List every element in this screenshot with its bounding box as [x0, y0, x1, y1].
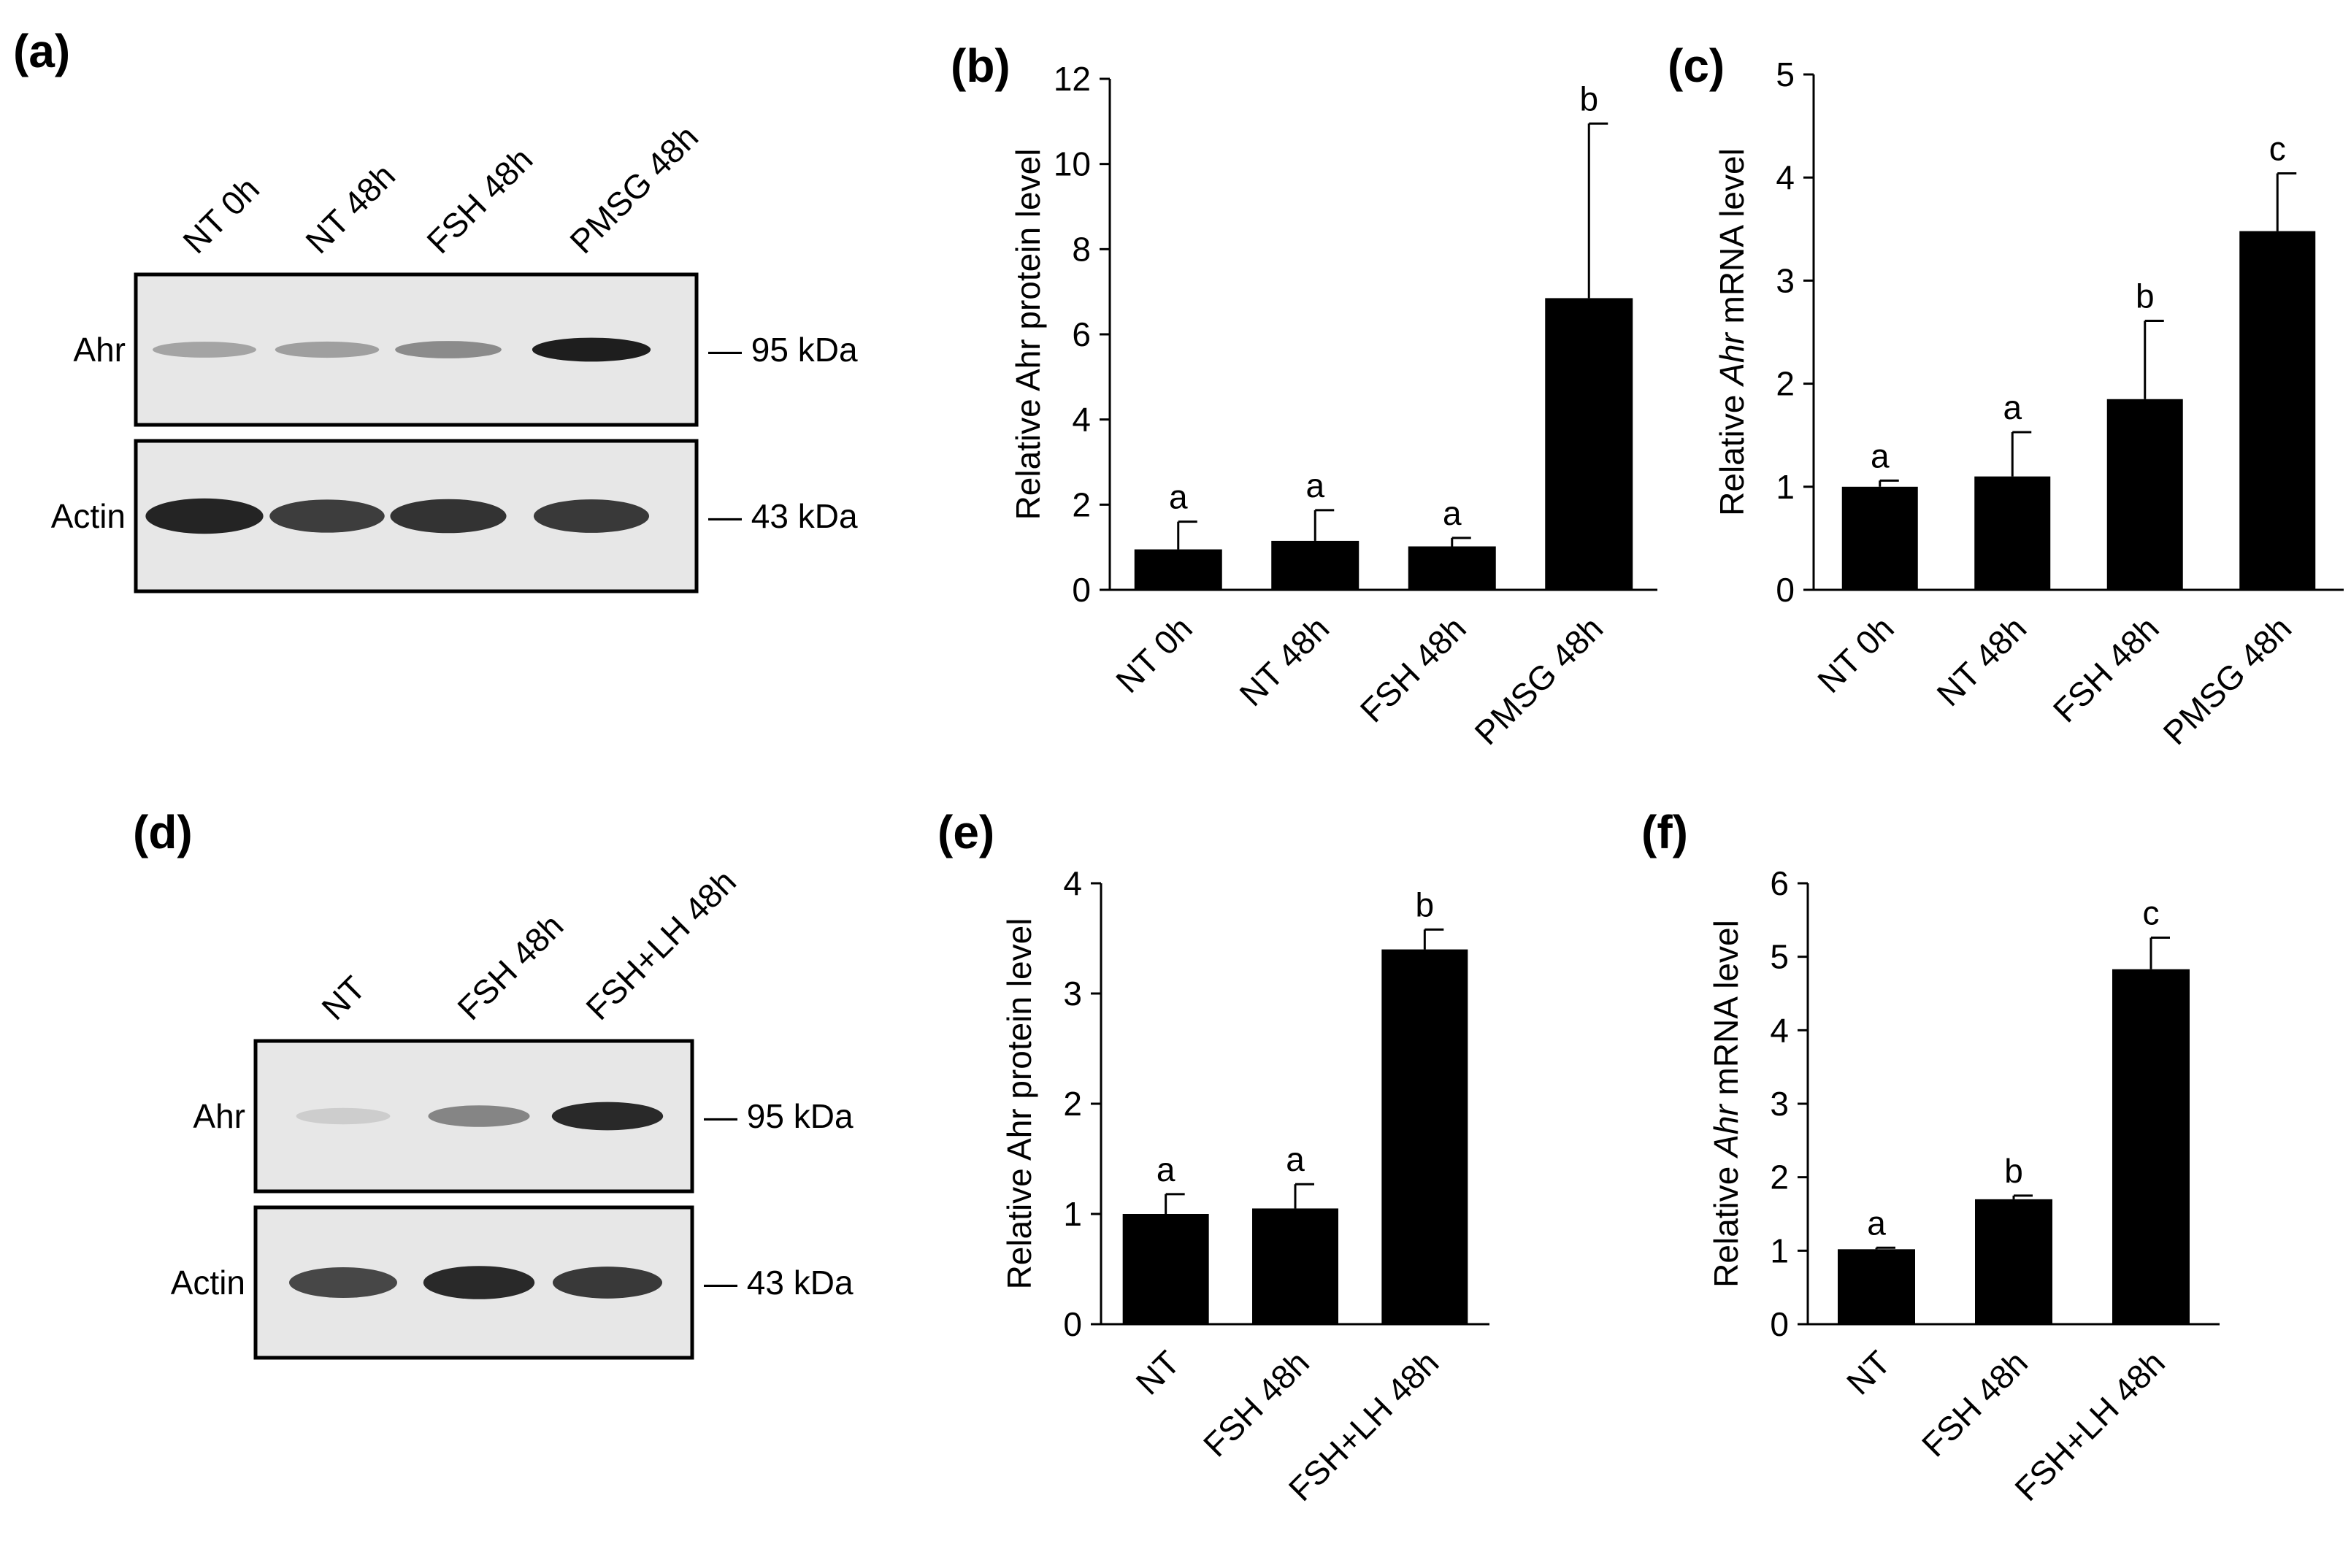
- band-a-0-0: [153, 342, 256, 358]
- y-tick-label-f-6: 6: [1770, 864, 1789, 902]
- y-tick-label-e-0: 0: [1063, 1305, 1082, 1343]
- y-tick-label-b-6: 12: [1054, 60, 1091, 98]
- bar-f-1: [1975, 1199, 2052, 1324]
- band-a-0-3: [532, 337, 651, 362]
- y-axis-label-gene-f: Ahr: [1707, 1104, 1745, 1159]
- significance-letter-f-1: b: [2004, 1152, 2023, 1190]
- significance-letter-f-2: c: [2143, 893, 2160, 931]
- panel-label-d: (d): [133, 806, 193, 858]
- band-a-0-1: [275, 341, 380, 358]
- y-tick-label-f-3: 3: [1770, 1085, 1789, 1123]
- y-axis-label-f: Relative Ahr mRNA level: [1707, 920, 1745, 1288]
- bar-b-1: [1271, 540, 1359, 590]
- y-tick-label-f-5: 5: [1770, 938, 1789, 976]
- panel-label-a: (a): [13, 25, 70, 77]
- bar-c-0: [1841, 486, 1918, 590]
- y-axis-label-suffix-c: mRNA level: [1713, 148, 1751, 333]
- y-tick-label-f-2: 2: [1770, 1158, 1789, 1196]
- band-d-0-2: [551, 1102, 664, 1131]
- marker-label-d-0: — 95 kDa: [704, 1097, 854, 1135]
- y-axis-label-gene-c: Ahr: [1713, 332, 1751, 388]
- band-d-1-1: [423, 1266, 535, 1299]
- band-a-1-1: [269, 499, 385, 533]
- row-label-d-1: Actin: [171, 1264, 245, 1302]
- y-tick-label-c-3: 3: [1776, 261, 1795, 299]
- y-tick-label-b-1: 2: [1072, 485, 1091, 523]
- row-label-a-0: Ahr: [73, 331, 126, 369]
- bar-f-0: [1838, 1249, 1915, 1324]
- marker-label-d-1: — 43 kDa: [704, 1264, 854, 1302]
- bar-c-1: [1974, 476, 2051, 590]
- bar-e-2: [1381, 949, 1468, 1324]
- significance-letter-b-0: a: [1169, 478, 1188, 516]
- panel-label-f: (f): [1641, 806, 1688, 858]
- row-label-a-1: Actin: [51, 497, 126, 535]
- y-tick-label-c-2: 2: [1776, 365, 1795, 403]
- significance-letter-b-2: a: [1443, 494, 1462, 532]
- y-tick-label-c-4: 4: [1776, 158, 1795, 196]
- significance-letter-c-2: b: [2136, 277, 2155, 315]
- y-tick-label-f-0: 0: [1770, 1305, 1789, 1343]
- band-a-1-0: [145, 498, 264, 534]
- significance-letter-e-2: b: [1416, 885, 1435, 923]
- band-a-1-3: [533, 499, 650, 533]
- band-a-0-2: [395, 341, 502, 358]
- y-tick-label-b-2: 4: [1072, 401, 1091, 439]
- y-tick-label-e-3: 3: [1063, 975, 1082, 1012]
- significance-letter-f-0: a: [1867, 1204, 1886, 1242]
- y-axis-label-prefix-f: Relative: [1707, 1157, 1745, 1288]
- bar-e-1: [1252, 1208, 1338, 1324]
- significance-letter-e-0: a: [1157, 1150, 1176, 1188]
- y-tick-label-b-3: 6: [1072, 315, 1091, 353]
- bar-b-2: [1408, 546, 1496, 590]
- significance-letter-c-3: c: [2269, 130, 2286, 168]
- significance-letter-c-1: a: [2003, 388, 2022, 426]
- y-axis-label-c: Relative Ahr mRNA level: [1713, 148, 1751, 516]
- panel-label-c: (c): [1668, 39, 1725, 92]
- y-tick-label-c-1: 1: [1776, 468, 1795, 506]
- band-d-1-2: [552, 1267, 663, 1299]
- marker-label-a-1: — 43 kDa: [708, 497, 858, 535]
- bar-b-3: [1545, 298, 1633, 590]
- y-axis-label-suffix-f: mRNA level: [1707, 920, 1745, 1104]
- row-label-d-0: Ahr: [193, 1097, 245, 1135]
- band-d-1-0: [289, 1267, 397, 1298]
- y-tick-label-e-4: 4: [1063, 864, 1082, 902]
- band-d-0-1: [428, 1105, 530, 1127]
- y-tick-label-f-1: 1: [1770, 1231, 1789, 1269]
- bar-c-3: [2239, 231, 2316, 590]
- significance-letter-b-3: b: [1579, 80, 1598, 118]
- y-tick-label-b-0: 0: [1072, 571, 1091, 609]
- y-tick-label-e-1: 1: [1063, 1195, 1082, 1233]
- y-tick-label-c-5: 5: [1776, 55, 1795, 93]
- bar-b-0: [1134, 549, 1222, 590]
- panel-label-e: (e): [937, 806, 994, 858]
- y-axis-label-prefix-c: Relative: [1713, 385, 1751, 516]
- y-tick-label-c-0: 0: [1776, 571, 1795, 609]
- bar-c-2: [2106, 399, 2183, 590]
- significance-letter-b-1: a: [1305, 466, 1324, 504]
- y-tick-label-b-5: 10: [1054, 145, 1091, 183]
- significance-letter-c-0: a: [1871, 437, 1890, 474]
- band-a-1-2: [390, 499, 507, 534]
- y-axis-label-e: Relative Ahr protein level: [1000, 918, 1038, 1290]
- marker-label-a-0: — 95 kDa: [708, 331, 858, 369]
- bar-f-2: [2112, 969, 2190, 1324]
- significance-letter-e-1: a: [1286, 1140, 1305, 1178]
- y-tick-label-f-4: 4: [1770, 1011, 1789, 1049]
- panel-label-b: (b): [951, 39, 1010, 92]
- y-axis-label-b: Relative Ahr protein level: [1009, 149, 1047, 520]
- y-tick-label-b-4: 8: [1072, 230, 1091, 268]
- y-tick-label-e-2: 2: [1063, 1085, 1082, 1123]
- bar-e-0: [1122, 1214, 1209, 1324]
- band-d-0-0: [296, 1107, 391, 1125]
